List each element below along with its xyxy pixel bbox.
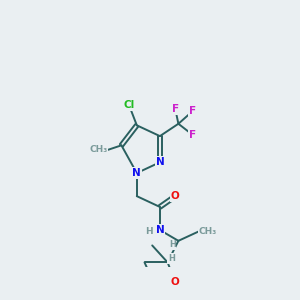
- Text: F: F: [172, 104, 179, 114]
- Text: H: H: [169, 240, 176, 249]
- Text: F: F: [189, 106, 196, 116]
- Text: CH₃: CH₃: [89, 146, 108, 154]
- Text: H: H: [145, 227, 153, 236]
- Text: O: O: [171, 191, 180, 201]
- Text: CH₃: CH₃: [198, 227, 217, 236]
- Text: N: N: [132, 168, 141, 178]
- Text: O: O: [171, 278, 180, 287]
- Text: H: H: [168, 254, 175, 263]
- Text: N: N: [155, 225, 164, 235]
- Text: N: N: [155, 157, 164, 167]
- Text: Cl: Cl: [124, 100, 135, 110]
- Text: F: F: [189, 130, 196, 140]
